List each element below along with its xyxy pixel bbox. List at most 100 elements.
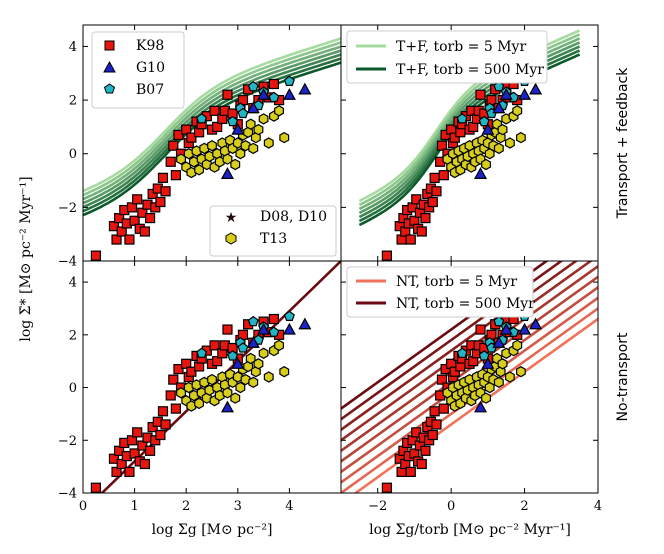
k98-point	[186, 132, 197, 143]
t13-point	[258, 347, 269, 359]
tf-model-curve	[83, 41, 341, 197]
t13-point	[240, 140, 251, 152]
g10-point	[518, 87, 532, 100]
x-axis-label-left: log Σg [M⊙ pc⁻²]	[152, 522, 273, 538]
g10-point	[246, 101, 260, 114]
t13-point	[207, 373, 217, 386]
k98-point	[139, 226, 151, 237]
t13-point	[258, 113, 269, 125]
t13-point	[250, 131, 261, 144]
k98-point	[429, 406, 440, 417]
t13-point	[207, 140, 217, 152]
g10-point	[492, 101, 506, 114]
legend-observations-bottom: ★ D08, D10 T13	[209, 205, 337, 257]
b07-point	[283, 310, 295, 321]
k98-point	[111, 234, 122, 245]
nt-model-line	[341, 261, 564, 421]
row-label-no-transport: No-transport	[615, 332, 631, 422]
g10-point	[246, 335, 260, 348]
k98-point	[150, 202, 161, 213]
tick-label: 3	[234, 499, 242, 514]
k98-point	[436, 140, 448, 151]
b07-point	[493, 80, 505, 92]
k98-point	[90, 250, 102, 261]
t13-point	[201, 158, 212, 171]
k98-point	[116, 226, 127, 237]
t13-point	[493, 376, 504, 388]
k98-point	[449, 366, 460, 377]
tick-label: −2	[368, 499, 387, 514]
k98-point	[126, 435, 138, 446]
k98-point	[436, 374, 448, 385]
t13-point	[512, 339, 523, 352]
g10-point	[529, 317, 543, 330]
g10-point	[257, 87, 271, 100]
nt-model-line	[341, 275, 598, 463]
b07-point	[478, 350, 490, 361]
k98-point	[108, 221, 120, 232]
legend-label-b07: B07	[136, 82, 164, 98]
b07-point	[493, 315, 505, 327]
k98-point	[181, 358, 192, 369]
g10-point	[298, 317, 312, 330]
b07-point	[196, 347, 208, 358]
g10-point	[220, 167, 234, 179]
k98-point	[209, 105, 220, 116]
tick-label: 2	[69, 94, 77, 109]
t13-point	[497, 123, 508, 136]
k98-point	[144, 212, 156, 224]
legend-marker-g10	[103, 60, 116, 73]
k98-point	[405, 234, 416, 245]
k98-point	[268, 313, 280, 325]
t13-point	[274, 105, 284, 117]
legend-label-nt-500: NT, torb = 500 Myr	[396, 296, 535, 312]
k98-point	[381, 250, 392, 261]
frame-bottom-right	[340, 260, 599, 494]
k98-point	[427, 196, 438, 208]
k98-point	[155, 429, 166, 441]
k98-point	[429, 172, 440, 183]
k98-point	[116, 458, 127, 470]
k98-point	[124, 234, 135, 245]
nt-model-line	[341, 261, 579, 432]
k98-point	[168, 374, 179, 385]
legend-marker-b07	[103, 83, 116, 94]
t13-point	[245, 352, 256, 365]
tf-model-curve	[83, 49, 341, 205]
legend-label-d08: D08, D10	[260, 209, 327, 225]
t13-point	[515, 366, 526, 378]
tick-label: −4	[58, 255, 77, 270]
k98-point	[147, 421, 158, 433]
k98-point	[416, 458, 427, 470]
g10-point	[282, 87, 296, 100]
tick-label: 2	[520, 499, 528, 514]
b07-point	[237, 342, 249, 353]
t13-point	[253, 358, 264, 370]
k98-point	[212, 356, 223, 367]
k98-point	[475, 89, 486, 100]
b07-point	[247, 80, 259, 92]
legend-label-nt-5: NT, torb = 5 Myr	[396, 274, 517, 290]
g10-point	[481, 357, 495, 369]
tick-label: 0	[79, 499, 87, 514]
t13-point	[512, 105, 523, 117]
g10-point	[473, 400, 488, 413]
t13-point	[279, 131, 290, 144]
tf-model-curve	[83, 37, 341, 193]
k98-point	[381, 482, 392, 493]
k98-point	[129, 448, 140, 459]
k98-point	[405, 466, 416, 478]
t13-point	[505, 371, 515, 383]
tick-label: 0	[69, 147, 77, 162]
k98-point	[124, 466, 135, 478]
t13-point	[235, 381, 246, 394]
g10-point	[282, 322, 296, 335]
t13-point	[505, 137, 515, 149]
t13-point	[481, 392, 491, 404]
tick-label: 0	[69, 381, 77, 396]
legend-label-g10: G10	[136, 60, 165, 76]
k98-point	[431, 186, 442, 197]
legend-label-k98: K98	[136, 38, 164, 54]
k98-point	[160, 186, 171, 197]
t13-point	[274, 339, 284, 352]
